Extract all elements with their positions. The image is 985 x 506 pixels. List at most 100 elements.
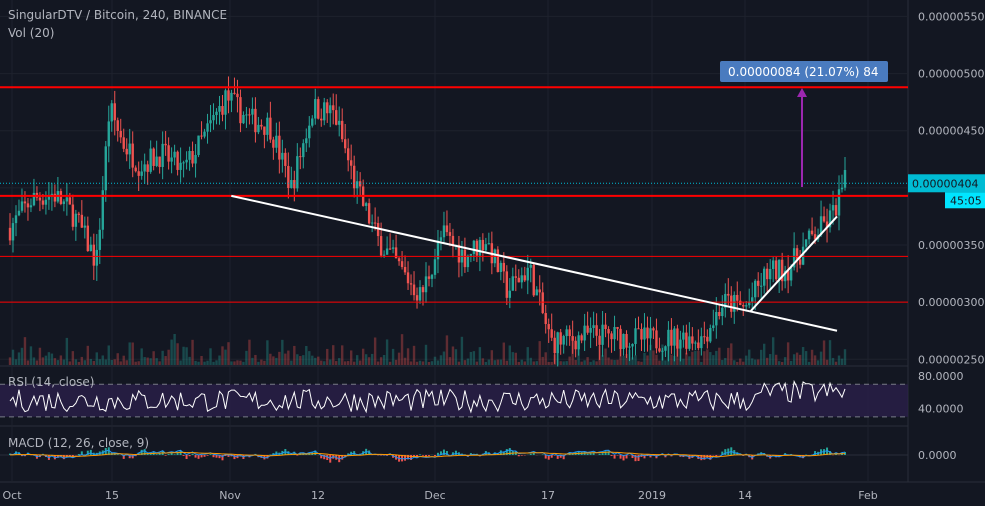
candle-body bbox=[589, 327, 592, 333]
volume-bar bbox=[158, 361, 161, 365]
volume-bar bbox=[427, 361, 431, 365]
macd-histogram-bar bbox=[433, 455, 436, 457]
volume-bar bbox=[44, 355, 48, 365]
macd-histogram-bar bbox=[191, 453, 194, 455]
macd-histogram-bar bbox=[134, 455, 137, 457]
macd-histogram-bar bbox=[224, 455, 227, 457]
macd-histogram-bar bbox=[601, 453, 604, 455]
volume-bar bbox=[643, 352, 646, 365]
candle-body bbox=[409, 283, 413, 285]
volume-bar bbox=[218, 355, 221, 365]
volume-bar bbox=[385, 339, 389, 365]
candle-body bbox=[352, 165, 356, 189]
candle-body bbox=[164, 143, 167, 146]
macd-histogram-bar bbox=[589, 453, 592, 455]
macd-histogram-bar bbox=[616, 455, 619, 456]
candle-body bbox=[625, 333, 628, 348]
volume-bar bbox=[568, 356, 571, 365]
macd-histogram-bar bbox=[56, 455, 59, 458]
volume-bar bbox=[116, 353, 119, 365]
volume-bar bbox=[62, 359, 66, 365]
candle-body bbox=[379, 236, 383, 256]
volume-bar bbox=[655, 354, 658, 365]
volume-bar bbox=[242, 361, 245, 365]
macd-histogram-bar bbox=[553, 455, 556, 456]
candle-body bbox=[448, 232, 452, 236]
volume-bar bbox=[448, 357, 452, 365]
candle-body bbox=[338, 120, 341, 125]
macd-histogram-bar bbox=[347, 453, 350, 455]
volume-bar bbox=[161, 350, 164, 365]
volume-bar bbox=[472, 351, 476, 365]
macd-histogram-bar bbox=[167, 454, 170, 455]
volume-bar bbox=[317, 356, 320, 365]
volume-bar bbox=[227, 342, 230, 365]
volume-bar bbox=[658, 360, 661, 365]
volume-bar bbox=[583, 360, 586, 365]
candle-body bbox=[789, 267, 793, 281]
volume-bar bbox=[697, 351, 700, 365]
macd-histogram-bar bbox=[520, 455, 523, 456]
candle-body bbox=[804, 239, 808, 247]
candle-body bbox=[700, 336, 703, 349]
descending-trendline bbox=[231, 194, 838, 332]
candle-body bbox=[23, 201, 27, 204]
macd-histogram-bar bbox=[529, 453, 532, 455]
volume-bar bbox=[122, 355, 125, 365]
macd-histogram-bar bbox=[176, 451, 179, 455]
candle-body bbox=[116, 120, 119, 131]
volume-bar bbox=[355, 355, 359, 365]
volume-bar bbox=[679, 347, 682, 365]
candle-body bbox=[810, 230, 814, 235]
candle-body bbox=[801, 246, 805, 265]
macd-histogram-bar bbox=[137, 452, 140, 455]
volume-bar bbox=[412, 345, 416, 365]
volume-bar bbox=[332, 345, 335, 365]
volume-bar bbox=[454, 349, 458, 365]
candle-body bbox=[173, 151, 176, 158]
candle-body bbox=[242, 114, 245, 124]
volume-bar bbox=[56, 360, 60, 365]
candle-body bbox=[236, 93, 239, 98]
volume-bar bbox=[751, 358, 754, 365]
volume-bar bbox=[565, 361, 568, 365]
candle-body bbox=[676, 328, 679, 349]
candle-body bbox=[98, 229, 101, 250]
candle-body bbox=[466, 255, 470, 268]
candle-body bbox=[290, 180, 293, 188]
volume-bar bbox=[676, 342, 679, 365]
volume-bar bbox=[511, 352, 514, 365]
volume-bar bbox=[308, 351, 311, 365]
candle-body bbox=[643, 327, 646, 340]
macd-histogram-bar bbox=[341, 455, 344, 460]
candle-body bbox=[134, 167, 137, 172]
macd-histogram-bar bbox=[131, 455, 134, 459]
volume-bar bbox=[221, 346, 224, 365]
candle-body bbox=[709, 327, 712, 342]
candle-body bbox=[197, 135, 200, 155]
volume-bar bbox=[388, 361, 392, 365]
volume-bar bbox=[628, 349, 631, 365]
candle-body bbox=[394, 247, 398, 259]
candle-body bbox=[119, 130, 122, 138]
macd-histogram-bar bbox=[230, 455, 233, 457]
volume-bar bbox=[352, 361, 356, 365]
volume-bar bbox=[804, 351, 808, 365]
volume-bar bbox=[95, 352, 98, 365]
volume-bar bbox=[341, 345, 344, 365]
volume-bar bbox=[125, 360, 128, 365]
macd-histogram-bar bbox=[212, 455, 215, 458]
macd-histogram-bar bbox=[610, 455, 613, 456]
candle-body bbox=[733, 294, 736, 312]
macd-histogram-bar bbox=[640, 455, 643, 457]
time-tick-label: Oct bbox=[2, 489, 22, 502]
macd-histogram-bar bbox=[209, 454, 212, 455]
volume-bar bbox=[508, 345, 512, 365]
candle-body bbox=[646, 327, 649, 339]
candle-body bbox=[212, 115, 215, 121]
candle-body bbox=[822, 216, 826, 222]
candle-body bbox=[200, 135, 203, 137]
volume-bar bbox=[170, 339, 173, 365]
macd-histogram-bar bbox=[559, 455, 562, 458]
